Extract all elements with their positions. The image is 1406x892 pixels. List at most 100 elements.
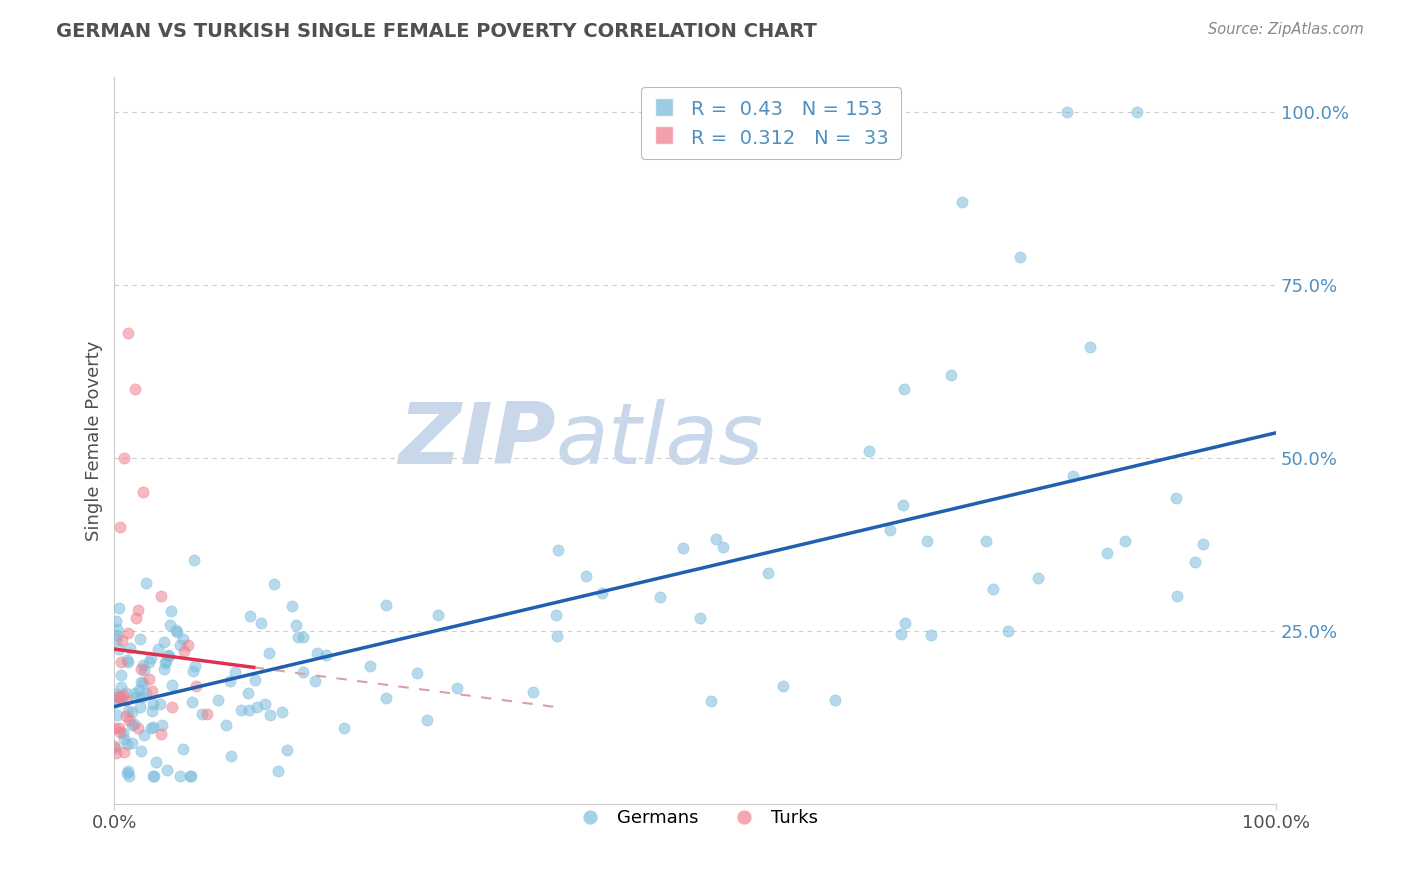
Point xyxy=(229,703,252,717)
Point xyxy=(138,655,160,669)
Point xyxy=(112,731,135,746)
Point xyxy=(127,603,149,617)
Point xyxy=(117,625,139,640)
Point xyxy=(125,611,148,625)
Point xyxy=(138,672,160,686)
Point xyxy=(121,736,143,750)
Point xyxy=(195,706,218,721)
Point xyxy=(522,685,544,699)
Point xyxy=(117,765,139,780)
Point xyxy=(245,673,267,688)
Point xyxy=(110,691,132,706)
Point xyxy=(118,640,141,655)
Point xyxy=(107,690,129,704)
Point xyxy=(104,741,127,756)
Point xyxy=(893,615,915,630)
Point xyxy=(939,368,962,382)
Point xyxy=(824,693,846,707)
Point xyxy=(263,577,285,591)
Point xyxy=(117,764,139,778)
Point xyxy=(173,644,195,658)
Point xyxy=(129,744,152,758)
Point xyxy=(117,655,139,669)
Point xyxy=(700,693,723,707)
Point xyxy=(156,763,179,777)
Point xyxy=(131,690,153,704)
Point xyxy=(224,665,246,680)
Point xyxy=(117,737,139,751)
Point xyxy=(181,664,204,678)
Point xyxy=(118,713,141,727)
Point xyxy=(858,444,880,458)
Point xyxy=(135,576,157,591)
Point xyxy=(105,628,128,642)
Point xyxy=(1010,250,1032,264)
Point xyxy=(132,657,155,672)
Point xyxy=(142,769,165,783)
Point xyxy=(1056,105,1078,120)
Point xyxy=(160,678,183,692)
Point xyxy=(165,623,187,637)
Point xyxy=(184,679,207,693)
Point xyxy=(118,769,141,783)
Point xyxy=(672,541,695,556)
Point xyxy=(162,699,184,714)
Point xyxy=(108,690,131,705)
Point xyxy=(257,646,280,660)
Point xyxy=(974,533,997,548)
Point xyxy=(333,722,356,736)
Point xyxy=(689,611,711,625)
Point xyxy=(177,638,200,652)
Point xyxy=(172,741,194,756)
Point xyxy=(115,686,138,700)
Point xyxy=(142,769,165,783)
Point xyxy=(149,589,172,603)
Point xyxy=(575,569,598,583)
Point xyxy=(104,690,127,704)
Point xyxy=(879,523,901,537)
Point xyxy=(110,655,132,669)
Point xyxy=(132,728,155,742)
Point xyxy=(184,659,207,673)
Point xyxy=(890,626,912,640)
Point xyxy=(152,635,174,649)
Point xyxy=(159,618,181,632)
Point xyxy=(117,326,139,341)
Point xyxy=(124,382,146,396)
Point xyxy=(105,746,128,760)
Point xyxy=(121,705,143,719)
Point xyxy=(155,655,177,669)
Point xyxy=(704,532,727,546)
Point xyxy=(110,681,132,695)
Point xyxy=(1078,340,1101,354)
Point xyxy=(129,699,152,714)
Point xyxy=(153,661,176,675)
Point xyxy=(115,653,138,667)
Point xyxy=(132,675,155,690)
Text: atlas: atlas xyxy=(555,399,763,482)
Point xyxy=(179,769,201,783)
Point xyxy=(112,726,135,740)
Point xyxy=(139,650,162,665)
Point xyxy=(111,688,134,702)
Point xyxy=(180,769,202,783)
Point xyxy=(287,631,309,645)
Point xyxy=(291,665,314,679)
Point xyxy=(112,745,135,759)
Point xyxy=(108,600,131,615)
Text: ZIP: ZIP xyxy=(398,399,555,482)
Point xyxy=(159,604,181,618)
Point xyxy=(115,709,138,723)
Point xyxy=(108,721,131,735)
Y-axis label: Single Female Poverty: Single Female Poverty xyxy=(86,341,103,541)
Point xyxy=(132,485,155,500)
Point xyxy=(169,769,191,783)
Point xyxy=(103,739,125,753)
Point xyxy=(546,629,568,643)
Point xyxy=(772,679,794,693)
Point xyxy=(108,642,131,657)
Point xyxy=(219,674,242,689)
Point xyxy=(110,633,132,648)
Point xyxy=(141,697,163,711)
Point xyxy=(105,708,128,723)
